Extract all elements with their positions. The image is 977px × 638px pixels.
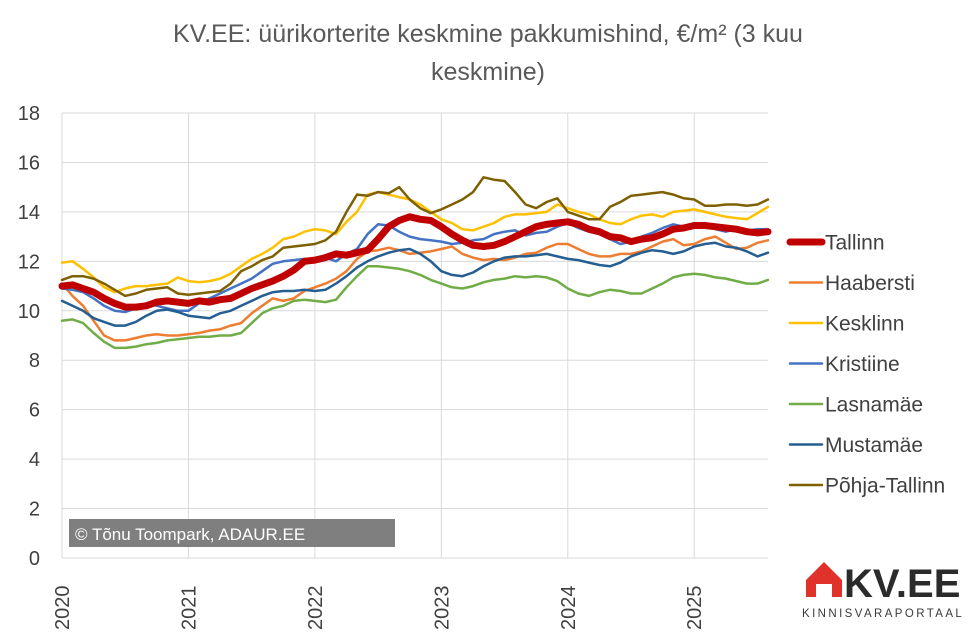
- y-tick-label: 18: [18, 103, 40, 125]
- credit-text: © Tõnu Toompark, ADAUR.EE: [75, 525, 305, 544]
- series-line-tallinn: [58, 213, 772, 311]
- x-tick-label: 2021: [178, 586, 200, 631]
- chart-title-line2: keskmine): [431, 58, 545, 86]
- y-tick-label: 12: [18, 251, 40, 273]
- legend-label: Haabersti: [825, 272, 915, 295]
- x-tick-label: 2023: [431, 586, 453, 631]
- series-line-mustamäe: [60, 241, 770, 327]
- y-tick-label: 6: [29, 400, 40, 422]
- legend-label: Lasnamäe: [825, 394, 923, 417]
- chart-title-line1: KV.EE: üürikorterite keskmine pakkumishi…: [173, 20, 803, 48]
- series-line-haabersti: [60, 235, 770, 342]
- y-tick-label: 4: [29, 449, 40, 471]
- x-tick-label: 2022: [305, 586, 327, 631]
- y-tick-label: 14: [18, 202, 40, 224]
- y-tick-label: 8: [29, 350, 40, 372]
- legend-label: Mustamäe: [825, 434, 923, 457]
- legend: Tallinn Haabersti Kesklinn Kristiine Lasnamä…: [786, 232, 945, 498]
- legend-label: Tallinn: [825, 232, 885, 255]
- logo-text: KV.EE: [844, 562, 960, 606]
- x-tick-label: 2024: [558, 586, 580, 631]
- series-line-lasnamäe: [60, 265, 770, 350]
- credit-box: [69, 519, 395, 547]
- credit-label: © Tõnu Toompark, ADAUR.EE: [69, 519, 395, 547]
- house-icon: [806, 562, 842, 597]
- y-axis: 0 2 4 6 8 10 12 14 16 18: [18, 103, 40, 570]
- logo-subtitle: KINNISVARAPORTAAL: [802, 608, 964, 620]
- series-line-kristiine: [60, 221, 770, 314]
- series-line-kesklinn: [60, 190, 770, 294]
- kv-ee-logo: KV.EE KINNISVARAPORTAAL: [802, 562, 964, 620]
- y-tick-label: 0: [29, 548, 40, 570]
- legend-label: Kesklinn: [825, 313, 904, 336]
- x-tick-label: 2020: [52, 586, 74, 631]
- plot-area: [58, 176, 772, 350]
- legend-label: Kristiine: [825, 353, 900, 376]
- y-tick-label: 10: [18, 301, 40, 323]
- y-tick-label: 16: [18, 152, 40, 174]
- x-axis: 2020 2021 2022 2023 2024 2025: [52, 586, 706, 631]
- legend-label: Põhja-Tallinn: [825, 475, 945, 498]
- x-tick-label: 2025: [684, 586, 706, 631]
- y-tick-label: 2: [29, 499, 40, 521]
- series-line-põhja-tallinn: [60, 176, 770, 298]
